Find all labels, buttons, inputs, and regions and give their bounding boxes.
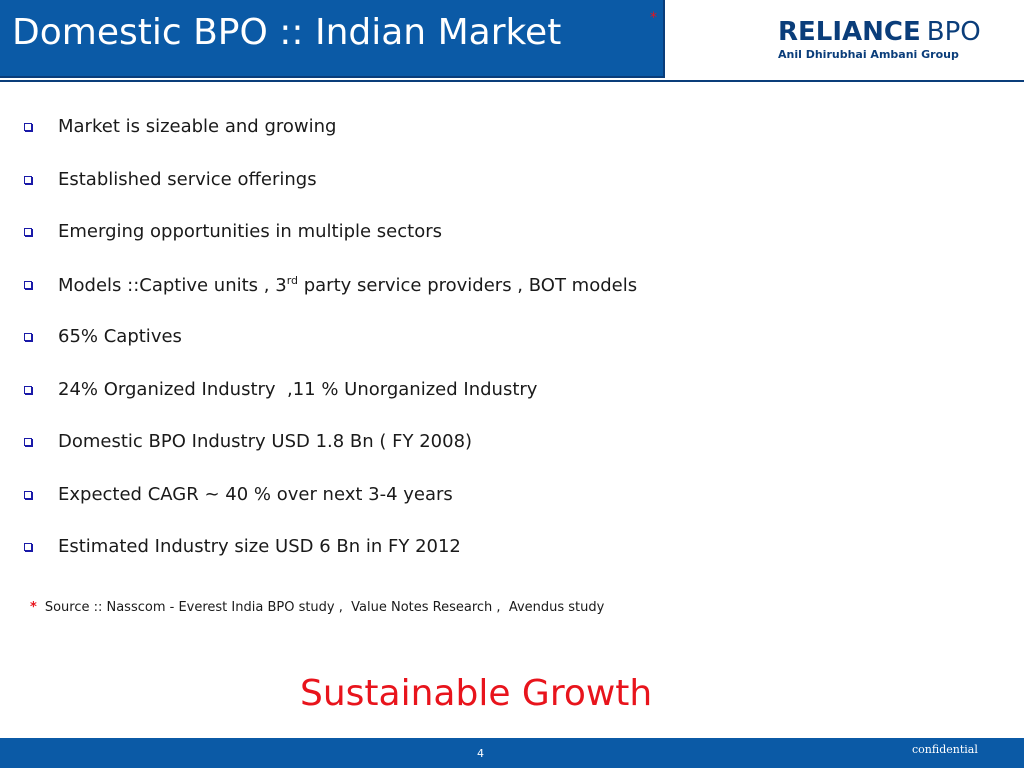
list-item: Established service offerings — [20, 165, 1000, 218]
bullet-text: Expected CAGR ~ 40 % over next 3-4 years — [58, 483, 453, 505]
bullet-text-post: party service providers , BOT models — [298, 274, 638, 296]
bullet-text: Established service offerings — [58, 168, 317, 190]
bullet-text-superscript: rd — [286, 273, 298, 287]
source-footnote-text: Source :: Nasscom - Everest India BPO st… — [44, 600, 605, 615]
checkbox-bullet-icon — [24, 438, 32, 446]
checkbox-bullet-icon — [24, 543, 32, 551]
list-item: 24% Organized Industry ,11 % Unorganized… — [20, 375, 1000, 428]
checkbox-bullet-icon — [24, 123, 32, 131]
checkbox-bullet-icon — [24, 280, 32, 289]
tagline: Sustainable Growth — [300, 673, 653, 714]
slide-header: Domestic BPO :: Indian Market * RELIANCE… — [0, 0, 1024, 82]
list-item: Models ::Captive units , 3rd party servi… — [20, 270, 1000, 323]
bullet-text: Market is sizeable and growing — [58, 116, 337, 137]
source-footnote-mark: * — [30, 600, 37, 615]
checkbox-bullet-icon — [24, 385, 32, 394]
logo-wordmark: RELIANCE BPO — [778, 18, 1008, 46]
list-item: Market is sizeable and growing — [20, 112, 1000, 165]
source-footnote: * Source :: Nasscom - Everest India BPO s… — [30, 600, 604, 615]
bullet-text: Emerging opportunities in multiple secto… — [58, 221, 442, 242]
list-item: 65% Captives — [20, 322, 1000, 375]
checkbox-bullet-icon — [24, 175, 32, 184]
title-footnote-mark: * — [650, 10, 657, 26]
logo-reliance-text: RELIANCE — [778, 17, 921, 47]
checkbox-bullet-icon — [24, 333, 32, 341]
confidential-label: confidential — [912, 743, 978, 756]
checkbox-bullet-icon — [24, 228, 32, 236]
reliance-bpo-logo: RELIANCE BPO Anil Dhirubhai Ambani Group — [778, 18, 1008, 66]
logo-group-text: Anil Dhirubhai Ambani Group — [778, 48, 959, 61]
header-divider — [0, 80, 1024, 82]
logo-bpo-text: BPO — [926, 17, 981, 47]
bullet-text-pre: Models ::Captive units , 3 — [58, 274, 287, 296]
bullet-text: Estimated Industry size USD 6 Bn in FY 2… — [58, 536, 461, 557]
bullet-text: 24% Organized Industry ,11 % Unorganized… — [58, 378, 538, 400]
bullet-text: Domestic BPO Industry USD 1.8 Bn ( FY 20… — [58, 431, 473, 452]
bullet-list: Market is sizeable and growing Establish… — [20, 112, 1000, 585]
bullet-text: Models ::Captive units , 3rd party servi… — [58, 274, 637, 296]
slide-title: Domestic BPO :: Indian Market — [12, 12, 562, 53]
page-number: 4 — [477, 747, 484, 760]
list-item: Estimated Industry size USD 6 Bn in FY 2… — [20, 532, 1000, 585]
list-item: Domestic BPO Industry USD 1.8 Bn ( FY 20… — [20, 427, 1000, 480]
list-item: Expected CAGR ~ 40 % over next 3-4 years — [20, 480, 1000, 533]
list-item: Emerging opportunities in multiple secto… — [20, 217, 1000, 270]
slide-footer: 4 confidential — [0, 738, 1024, 768]
bullet-text: 65% Captives — [58, 326, 182, 347]
checkbox-bullet-icon — [24, 490, 32, 499]
title-bar: Domestic BPO :: Indian Market — [0, 0, 665, 78]
